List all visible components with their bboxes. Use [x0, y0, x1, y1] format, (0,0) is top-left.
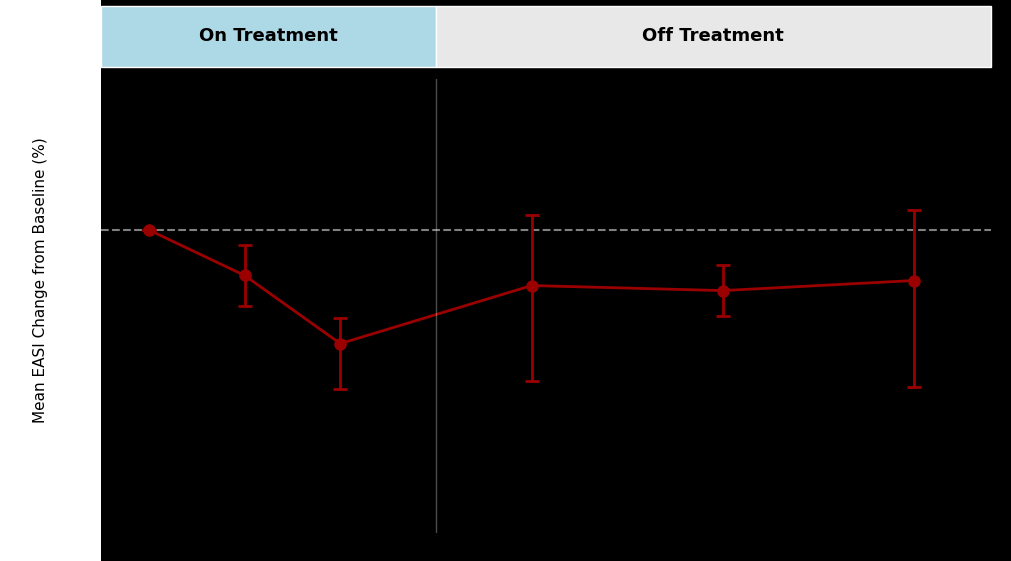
Text: On Treatment: On Treatment: [199, 27, 338, 45]
Text: Mean EASI Change from Baseline (%): Mean EASI Change from Baseline (%): [33, 137, 48, 424]
FancyBboxPatch shape: [436, 6, 991, 67]
FancyBboxPatch shape: [101, 6, 436, 67]
Text: Off Treatment: Off Treatment: [642, 27, 785, 45]
